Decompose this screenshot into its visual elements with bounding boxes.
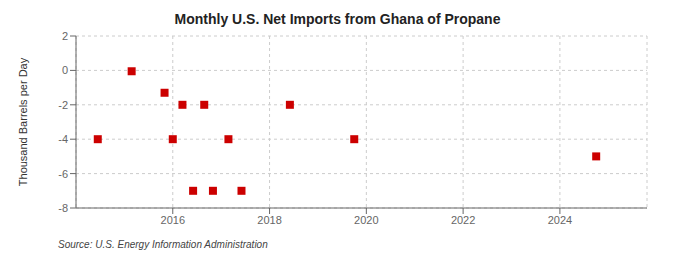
- svg-text:0: 0: [62, 64, 68, 76]
- svg-text:-8: -8: [58, 202, 68, 214]
- svg-text:2018: 2018: [257, 214, 281, 226]
- svg-text:Thousand Barrels per Day: Thousand Barrels per Day: [17, 57, 29, 186]
- svg-text:2020: 2020: [354, 214, 378, 226]
- svg-text:-2: -2: [58, 99, 68, 111]
- svg-text:-6: -6: [58, 168, 68, 180]
- html-text:Source: U.S. Energy Informatio: Source: U.S. Energy Information Administ…: [58, 239, 268, 250]
- svg-text:2: 2: [62, 30, 68, 42]
- svg-text:2022: 2022: [451, 214, 475, 226]
- svg-text:2024: 2024: [548, 214, 572, 226]
- svg-text:2016: 2016: [161, 214, 185, 226]
- html-text:Monthly U.S. Net Imports from: Monthly U.S. Net Imports from Ghana of P…: [174, 11, 501, 27]
- svg-text:-4: -4: [58, 133, 68, 145]
